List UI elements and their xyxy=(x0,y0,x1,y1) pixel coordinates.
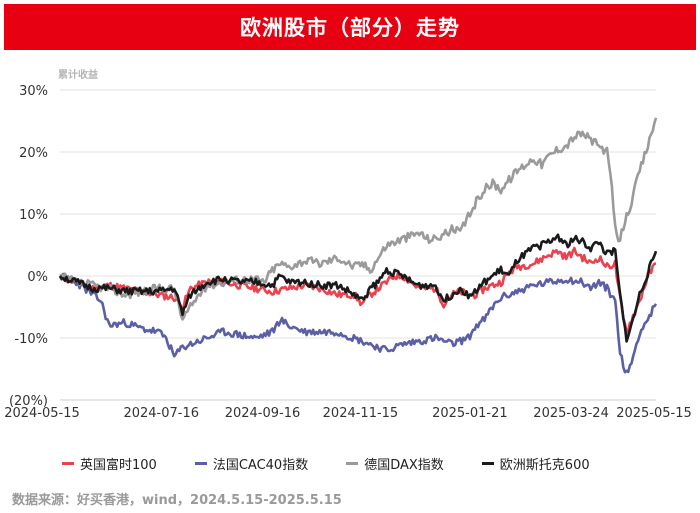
series-line xyxy=(59,117,658,321)
legend-swatch xyxy=(481,462,494,465)
legend-item: 欧洲斯托克600 xyxy=(481,454,590,473)
title-bar: 欧洲股市（部分）走势 xyxy=(4,4,696,50)
x-tick-label: 2025-01-21 xyxy=(432,406,508,421)
legend-label: 欧洲斯托克600 xyxy=(499,458,590,473)
legend-swatch xyxy=(194,462,207,465)
series-line xyxy=(58,272,658,374)
legend: 英国富时100 法国CAC40指数 德国DAX指数 欧洲斯托克600 xyxy=(62,454,590,473)
y-tick-label: -10% xyxy=(14,332,48,347)
x-tick-label: 2025-05-15 xyxy=(616,406,692,421)
series-line xyxy=(58,233,658,343)
x-tick-label: 2024-07-16 xyxy=(123,406,199,421)
x-tick-label: 2025-03-24 xyxy=(533,406,609,421)
y-tick-label: (20%) xyxy=(9,394,48,409)
chart-title: 欧洲股市（部分）走势 xyxy=(240,16,460,40)
legend-swatch xyxy=(346,462,359,465)
y-axis-label: 累计收益 xyxy=(58,68,98,81)
legend-swatch xyxy=(62,462,74,465)
y-tick-label: 10% xyxy=(19,208,48,223)
y-tick-label: 20% xyxy=(19,146,48,161)
legend-label: 德国DAX指数 xyxy=(364,458,444,473)
legend-item: 英国富时100 xyxy=(62,454,157,473)
data-source-note: 数据来源：好买香港，wind，2024.5.15-2025.5.15 xyxy=(12,493,342,508)
line-chart: (20%) -10% 0% 10% 20% 30% 2024-05-15 2024-07-16… xyxy=(4,68,692,421)
legend-item: 法国CAC40指数 xyxy=(194,454,309,473)
x-tick-label: 2024-09-16 xyxy=(225,406,301,421)
series-lines xyxy=(58,117,658,374)
y-tick-label: 0% xyxy=(27,270,48,285)
legend-label: 英国富时100 xyxy=(80,458,157,473)
legend-label: 法国CAC40指数 xyxy=(212,458,309,473)
x-tick-label: 2024-05-15 xyxy=(4,406,80,421)
legend-item: 德国DAX指数 xyxy=(346,454,444,473)
x-tick-label: 2024-11-15 xyxy=(323,406,399,421)
axes: (20%) -10% 0% 10% 20% 30% 2024-05-15 2024-07-16… xyxy=(4,84,692,421)
y-tick-label: 30% xyxy=(19,84,48,99)
